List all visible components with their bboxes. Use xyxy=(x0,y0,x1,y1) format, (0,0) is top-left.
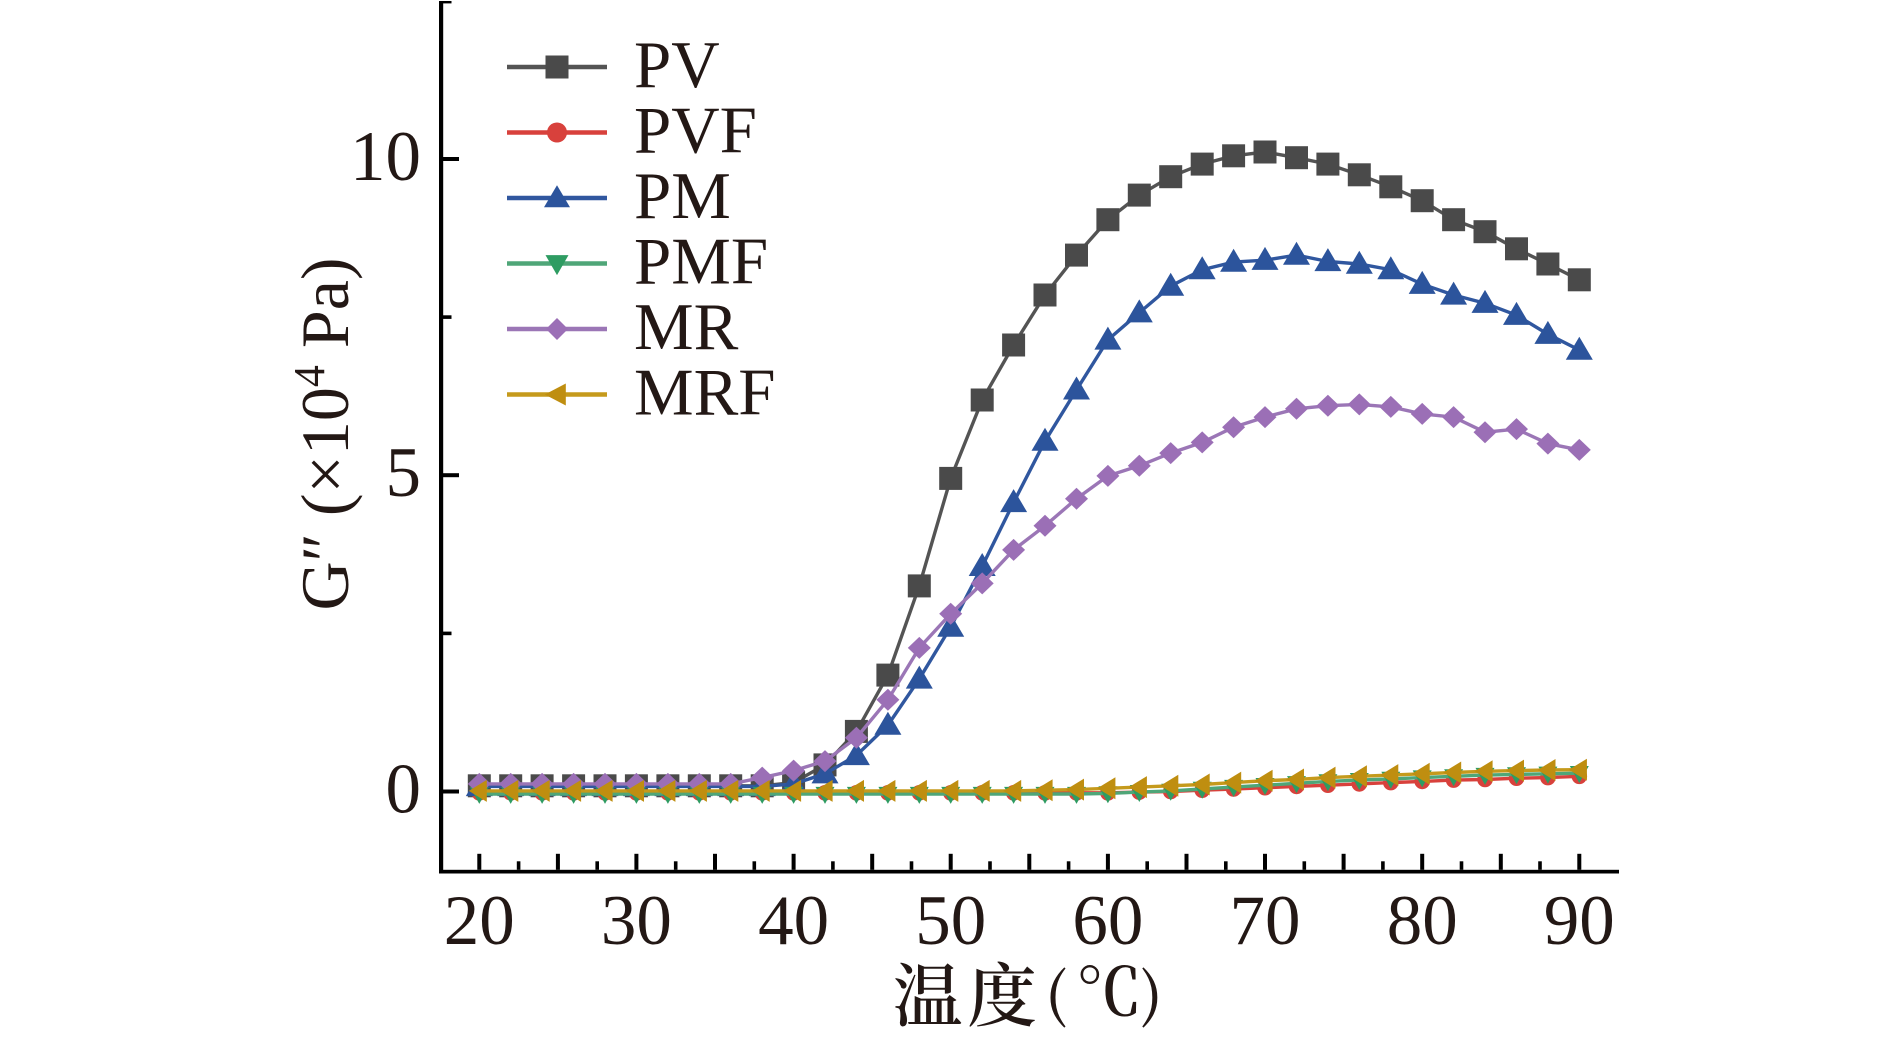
svg-text:0: 0 xyxy=(386,751,422,829)
svg-text:MR: MR xyxy=(634,290,739,364)
svg-text:90: 90 xyxy=(1544,882,1615,960)
svg-text:50: 50 xyxy=(915,882,986,960)
svg-text:PMF: PMF xyxy=(634,225,768,299)
svg-text:30: 30 xyxy=(601,882,672,960)
svg-text:20: 20 xyxy=(444,882,515,960)
svg-text:40: 40 xyxy=(758,882,829,960)
svg-text:PM: PM xyxy=(634,159,731,233)
svg-text:60: 60 xyxy=(1072,882,1143,960)
svg-text:70: 70 xyxy=(1230,882,1301,960)
svg-text:PV: PV xyxy=(634,28,720,102)
svg-text:80: 80 xyxy=(1387,882,1458,960)
svg-text:MRF: MRF xyxy=(634,356,776,430)
svg-text:PVF: PVF xyxy=(634,94,757,168)
svg-text:10: 10 xyxy=(350,118,421,196)
svg-text:G″ (×104 Pa): G″ (×104 Pa) xyxy=(285,257,363,610)
svg-text:5: 5 xyxy=(386,434,422,512)
